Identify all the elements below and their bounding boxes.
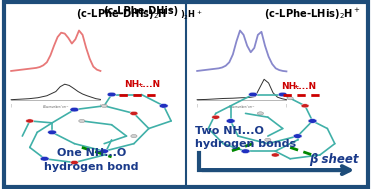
Circle shape: [26, 119, 34, 123]
Text: (c-LPhe-DHis)$_2$H$^+$: (c-LPhe-DHis)$_2$H$^+$: [76, 7, 175, 22]
Text: hydrogen bond: hydrogen bond: [44, 162, 138, 172]
Text: |: |: [286, 103, 287, 107]
Circle shape: [241, 149, 250, 153]
Circle shape: [70, 160, 78, 165]
Circle shape: [301, 104, 309, 108]
Text: NH: NH: [125, 80, 140, 89]
Text: β sheet: β sheet: [310, 153, 359, 166]
Text: Wavenumber / cm⁻¹: Wavenumber / cm⁻¹: [43, 105, 68, 109]
Text: +: +: [137, 82, 142, 87]
FancyBboxPatch shape: [4, 2, 368, 187]
Circle shape: [257, 112, 263, 115]
Circle shape: [248, 92, 257, 97]
Circle shape: [293, 134, 302, 138]
Circle shape: [101, 104, 107, 107]
Text: NH: NH: [281, 82, 296, 91]
Circle shape: [131, 135, 137, 138]
Text: Two NH...O: Two NH...O: [195, 126, 264, 136]
Circle shape: [40, 156, 49, 161]
Text: ....N: ....N: [295, 82, 317, 91]
Text: (c-LPhe-DHis): (c-LPhe-DHis): [103, 6, 179, 16]
Text: +: +: [293, 84, 298, 89]
Text: )$_2$H$^+$: )$_2$H$^+$: [180, 9, 203, 22]
Text: (c-LPhe-LHis)$_2$H$^+$: (c-LPhe-LHis)$_2$H$^+$: [264, 7, 361, 22]
Circle shape: [159, 104, 168, 108]
Circle shape: [271, 153, 279, 157]
Text: hydrogen bonds: hydrogen bonds: [195, 139, 296, 149]
Circle shape: [226, 119, 235, 123]
Circle shape: [48, 130, 57, 135]
Circle shape: [79, 119, 85, 122]
Circle shape: [308, 119, 317, 123]
Text: Wavenumber / cm⁻¹: Wavenumber / cm⁻¹: [229, 105, 254, 109]
Circle shape: [265, 138, 271, 141]
Text: ....N: ....N: [139, 80, 160, 89]
Text: One NH...O: One NH...O: [57, 148, 126, 158]
Circle shape: [278, 92, 287, 97]
Text: |: |: [100, 103, 101, 107]
Circle shape: [287, 97, 293, 100]
Circle shape: [130, 111, 138, 115]
Circle shape: [100, 149, 109, 153]
Text: |: |: [11, 103, 12, 107]
Circle shape: [70, 107, 79, 112]
Text: |: |: [197, 103, 198, 107]
Circle shape: [107, 92, 116, 97]
Circle shape: [212, 115, 220, 119]
